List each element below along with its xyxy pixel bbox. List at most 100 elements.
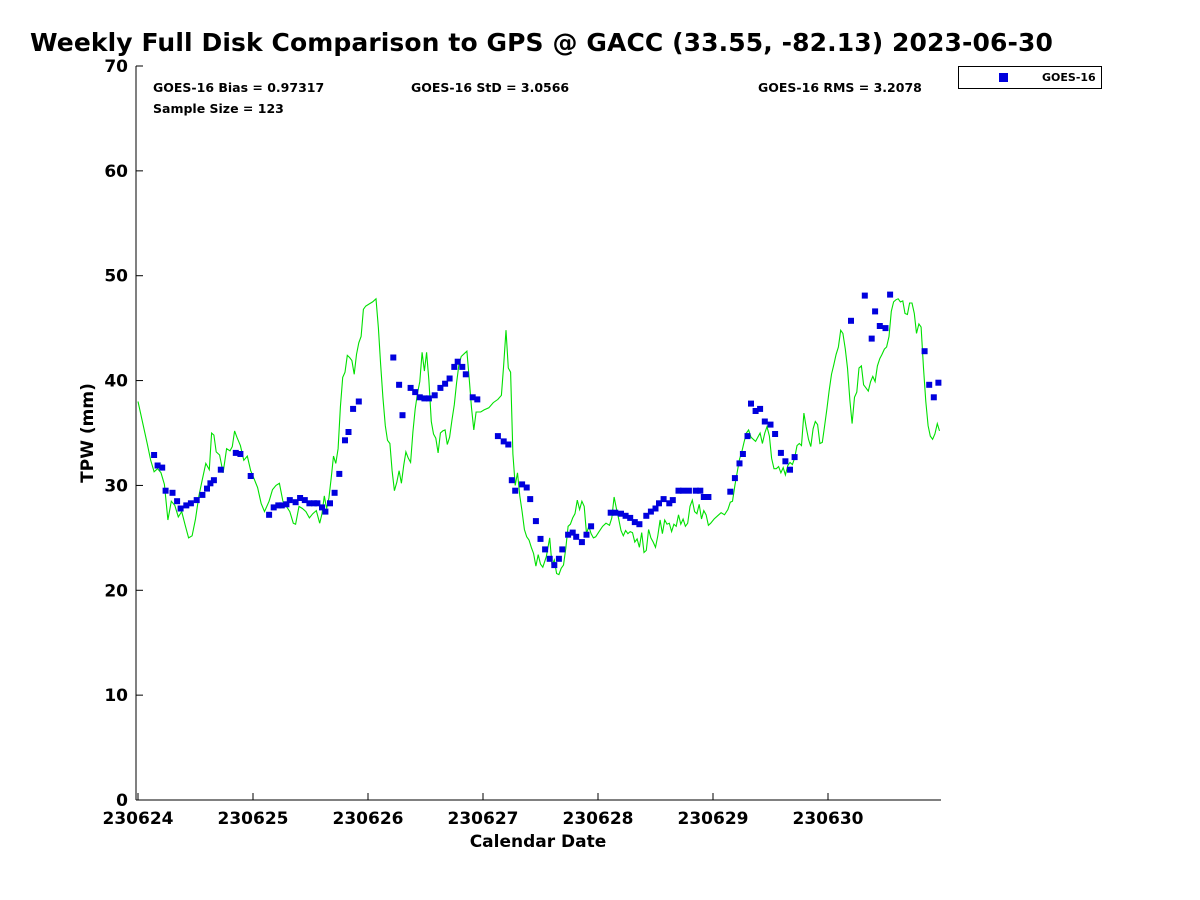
goes16-point-20 bbox=[275, 502, 282, 509]
goes16-point-46 bbox=[425, 395, 432, 402]
goes16-point-17 bbox=[247, 473, 254, 479]
goes16-point-29 bbox=[314, 500, 321, 507]
goes16-point-99 bbox=[727, 488, 734, 495]
goes16-point-93 bbox=[680, 487, 687, 494]
goes16-point-52 bbox=[454, 358, 461, 365]
y-tick-label-70: 70 bbox=[104, 57, 128, 77]
goes16-point-40 bbox=[396, 381, 403, 388]
goes16-point-112 bbox=[787, 466, 793, 473]
goes16-point-31 bbox=[322, 508, 329, 515]
goes16-point-91 bbox=[669, 497, 676, 504]
goes16-point-104 bbox=[748, 400, 754, 407]
goes16-point-100 bbox=[731, 475, 738, 482]
goes16-point-88 bbox=[656, 500, 662, 507]
goes16-point-97 bbox=[700, 494, 707, 500]
goes16-point-109 bbox=[772, 431, 779, 437]
goes16-point-7 bbox=[183, 502, 190, 509]
goes16-point-117 bbox=[872, 308, 879, 315]
goes16-point-115 bbox=[861, 292, 868, 299]
goes16-point-94 bbox=[685, 487, 692, 494]
goes16-point-43 bbox=[412, 389, 419, 396]
goes16-point-19 bbox=[270, 504, 277, 511]
goes16-point-21 bbox=[278, 502, 285, 509]
goes16-point-86 bbox=[647, 508, 654, 515]
goes16-point-48 bbox=[437, 384, 444, 391]
chart-title: Weekly Full Disk Comparison to GPS @ GAC… bbox=[30, 28, 1053, 57]
goes16-point-82 bbox=[627, 514, 634, 521]
goes16-point-58 bbox=[500, 438, 507, 445]
x-tick-label-230626: 230626 bbox=[333, 809, 404, 829]
goes16-point-70 bbox=[555, 555, 562, 562]
goes16-point-45 bbox=[421, 395, 428, 402]
y-tick-label-40: 40 bbox=[104, 372, 128, 392]
goes16-point-111 bbox=[782, 458, 789, 465]
axes: 0 10 20 30 40 50 60 70 230624 230625 230626 230627 2… bbox=[103, 57, 941, 829]
goes16-point-106 bbox=[757, 405, 764, 412]
goes16-point-84 bbox=[636, 521, 643, 528]
legend: GOES-16 bbox=[958, 66, 1102, 89]
goes16-point-69 bbox=[551, 562, 558, 569]
goes16-point-53 bbox=[459, 363, 466, 370]
goes16-point-41 bbox=[399, 412, 406, 419]
goes16-point-16 bbox=[237, 451, 244, 457]
goes16-point-122 bbox=[926, 381, 933, 388]
goes16-point-50 bbox=[446, 375, 453, 382]
goes16-point-75 bbox=[578, 539, 585, 546]
goes16-point-101 bbox=[736, 460, 743, 467]
goes16-point-64 bbox=[527, 496, 534, 503]
goes16-point-14 bbox=[217, 466, 224, 473]
goes16-point-61 bbox=[512, 487, 519, 494]
x-tick-label-230629: 230629 bbox=[678, 809, 749, 829]
goes16-point-39 bbox=[390, 354, 397, 361]
goes16-point-77 bbox=[588, 523, 595, 530]
goes16-point-78 bbox=[607, 509, 614, 516]
goes16-point-72 bbox=[565, 531, 572, 538]
goes16-point-18 bbox=[266, 511, 273, 518]
goes16-point-63 bbox=[523, 484, 530, 491]
goes16-point-35 bbox=[342, 437, 348, 444]
goes16-point-47 bbox=[431, 392, 438, 399]
goes16-point-22 bbox=[283, 501, 290, 508]
plot-area bbox=[137, 291, 942, 576]
goes16-point-102 bbox=[739, 451, 746, 457]
x-axis-label: Calendar Date bbox=[470, 832, 607, 852]
goes16-point-110 bbox=[777, 449, 784, 456]
goes16-point-98 bbox=[705, 494, 712, 500]
goes16-point-3 bbox=[162, 487, 169, 494]
y-tick-label-10: 10 bbox=[104, 686, 128, 706]
goes16-point-107 bbox=[761, 418, 768, 425]
goes16-point-108 bbox=[767, 421, 774, 428]
goes16-point-124 bbox=[935, 379, 942, 386]
goes16-point-51 bbox=[451, 363, 458, 370]
goes16-point-4 bbox=[169, 489, 176, 496]
goes16-point-38 bbox=[355, 398, 362, 405]
goes16-point-5 bbox=[174, 498, 181, 505]
legend-label-goes16: GOES-16 bbox=[1042, 71, 1096, 84]
goes16-point-28 bbox=[311, 500, 317, 507]
goes16-point-32 bbox=[327, 500, 333, 507]
goes16-point-60 bbox=[508, 477, 515, 484]
goes16-point-33 bbox=[331, 489, 338, 496]
goes16-point-118 bbox=[876, 323, 883, 329]
x-tick-label-230627: 230627 bbox=[448, 809, 519, 829]
goes16-point-23 bbox=[286, 497, 293, 504]
goes16-point-6 bbox=[177, 505, 184, 512]
goes16-point-13 bbox=[210, 477, 217, 484]
y-tick-label-0: 0 bbox=[116, 791, 128, 811]
goes16-point-92 bbox=[675, 487, 682, 494]
goes16-point-76 bbox=[583, 531, 590, 538]
goes16-point-85 bbox=[643, 512, 650, 519]
x-tick-label-230628: 230628 bbox=[563, 809, 634, 829]
goes16-point-8 bbox=[187, 500, 194, 507]
goes16-point-121 bbox=[921, 348, 928, 355]
stat-bias: GOES-16 Bias = 0.97317 bbox=[153, 80, 324, 95]
x-tick-label-230630: 230630 bbox=[793, 809, 864, 829]
goes16-point-114 bbox=[848, 317, 854, 324]
goes16-point-27 bbox=[306, 500, 313, 507]
goes16-point-2 bbox=[159, 464, 166, 471]
goes16-point-105 bbox=[752, 408, 759, 414]
goes16-point-66 bbox=[537, 535, 544, 542]
goes16-point-54 bbox=[462, 371, 469, 378]
goes16-point-90 bbox=[666, 500, 673, 507]
